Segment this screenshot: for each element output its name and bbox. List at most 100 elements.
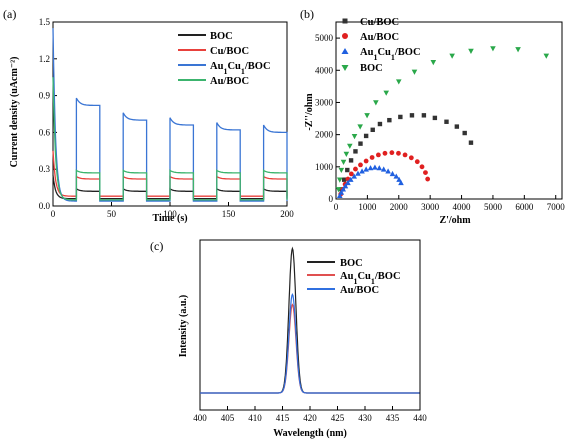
c-xtick-label-2: 410 (248, 413, 262, 423)
series-b-0-point-9 (387, 117, 392, 123)
series-b-3-point-8 (364, 113, 370, 119)
series-b-0-point-2 (345, 167, 350, 173)
panel-c-legend: BOC Au1Cu1/BOC Au/BOC (307, 258, 401, 296)
series-b-0-point-6 (363, 133, 369, 139)
series-b-1-point-6 (358, 162, 363, 168)
b-ytick-label-4: 4000 (315, 65, 334, 75)
series-b-2-point-12 (376, 165, 383, 171)
series-b-3-point-5 (347, 143, 353, 149)
legend-a-label-0: BOC (210, 31, 233, 42)
series-b-0-point-17 (468, 140, 474, 145)
a-ytick-label-5: 1.5 (39, 17, 51, 27)
panel-b-letter: (b) (300, 7, 314, 21)
series-b-2-point-9 (363, 166, 369, 172)
panel-c-xlabel: Wavelength (nm) (273, 428, 347, 439)
series-b-3-point-18 (543, 53, 550, 59)
series-b-0-point-5 (358, 141, 363, 146)
b-frame (335, 21, 563, 200)
series-b-0-point-3 (348, 158, 354, 163)
series-b-1-point-8 (369, 155, 375, 160)
legend-b-label-2: Au1Cu1/BOC (360, 47, 421, 62)
legend-a-label-1: Cu/BOC (210, 46, 249, 57)
a-xtick-label-2: 100 (163, 209, 177, 219)
series-a-1 (52, 150, 288, 197)
series-b-2-point-10 (367, 165, 374, 171)
panel-b: (b) 0 1000 2000 3000 4000 5000 6000 7000 0 1000 20… (300, 7, 565, 226)
series-b-3-point-9 (373, 100, 379, 106)
b-ytick-label-2: 2000 (315, 130, 334, 140)
series-b-3-point-0 (335, 187, 342, 193)
series-b-2-point-5 (347, 176, 354, 182)
series-b-3-point-15 (468, 48, 474, 54)
series-b-0-point-4 (353, 149, 358, 154)
a-ytick-label-1: 0.3 (39, 164, 51, 174)
a-ytick-label-0: 0.0 (39, 201, 51, 211)
series-b-2-point-2 (340, 186, 347, 192)
panel-a-letter: (a) (3, 7, 16, 21)
series-b-2-point-0 (336, 192, 343, 198)
panel-c-plot: 400 405 410 415 420 425 430 435 440 (193, 239, 427, 423)
b-xtick-label-3: 3000 (421, 202, 440, 212)
c-xtick-label-5: 425 (331, 413, 345, 423)
c-xtick-label-0: 400 (193, 413, 207, 423)
series-b-1-point-4 (348, 171, 354, 177)
legend-b-marker-3 (341, 65, 349, 71)
b-ytick-label-5: 5000 (315, 33, 334, 43)
panel-b-plot: 0 1000 2000 3000 4000 5000 6000 7000 0 1000 2000 30… (315, 21, 565, 212)
series-b-3-point-12 (411, 69, 418, 75)
c-xtick-label-6: 430 (358, 413, 372, 423)
series-b-3-point-3 (340, 159, 347, 165)
series-b-1-point-17 (423, 170, 428, 176)
series-a-2 (52, 28, 288, 202)
series-b-0-point-12 (421, 113, 427, 118)
series-b-2-point-6 (351, 173, 358, 179)
legend-c-label-2: Au/BOC (340, 285, 379, 296)
c-xtick-label-8: 440 (413, 413, 427, 423)
series-b-0-point-16 (462, 130, 467, 136)
series-b-0-point-13 (432, 115, 438, 121)
c-frame (199, 239, 421, 411)
series-b-0-point-7 (370, 127, 375, 133)
legend-b-label-1: Au/BOC (360, 32, 399, 43)
legend-a-label-2: Au1Cu1/BOC (210, 61, 271, 76)
panel-c: (c) 400 405 410 415 420 425 430 435 440 Waveleng… (150, 239, 427, 439)
legend-b-marker-2 (341, 48, 349, 54)
series-b-0-point-8 (377, 121, 383, 127)
series-b-1-point-18 (425, 176, 431, 182)
series-b-3-point-7 (357, 124, 363, 130)
b-xtick-label-2: 2000 (390, 202, 409, 212)
panel-b-legend: Cu/BOC Au/BOC Au1Cu1/BOC BOC (341, 17, 421, 74)
b-xtick-label-1: 1000 (358, 202, 377, 212)
series-b-3-point-10 (383, 90, 390, 96)
series-b-3-point-11 (395, 79, 402, 85)
series-b-2-point-8 (359, 168, 365, 174)
c-xtick-label-4: 420 (303, 413, 317, 423)
panel-a-plot: 0 50 100 150 200 0.0 0.3 0.6 0.9 1.2 1.5 (39, 17, 295, 219)
a-xtick-label-3: 150 (222, 209, 236, 219)
series-b-1-point-11 (389, 150, 395, 156)
series-b-1-point-12 (396, 150, 401, 156)
a-ytick-label-4: 1.2 (39, 54, 50, 64)
panel-b-ylabel: -Z''/ohm (304, 93, 315, 131)
series-b-2-point-16 (393, 173, 400, 179)
panel-a: (a) 0 50 100 150 200 0.0 0.3 0.6 0.9 1.2 1.5 Time … (3, 7, 294, 224)
panel-c-ylabel: Intensity (a.u.) (178, 295, 189, 358)
legend-a-label-3: Au/BOC (210, 76, 249, 87)
b-ytick-label-0: 0 (329, 194, 334, 204)
series-b-1-point-9 (375, 152, 381, 158)
series-b-1-point-16 (419, 164, 425, 170)
c-xtick-label-3: 415 (276, 413, 290, 423)
series-b-0-point-11 (409, 113, 415, 118)
b-xtick-label-4: 4000 (453, 202, 472, 212)
series-b-2-point-15 (389, 170, 396, 177)
series-b-0-point-1 (341, 177, 347, 182)
panel-a-xlabel: Time (s) (152, 213, 187, 224)
series-c-2 (200, 292, 420, 394)
legend-c-label-1: Au1Cu1/BOC (340, 271, 401, 286)
series-b-2-point-11 (372, 164, 378, 170)
series-b-1-point-14 (408, 155, 414, 161)
b-xtick-label-5: 5000 (484, 202, 503, 212)
series-c-1 (200, 303, 420, 394)
series-b-3-point-2 (338, 167, 345, 174)
